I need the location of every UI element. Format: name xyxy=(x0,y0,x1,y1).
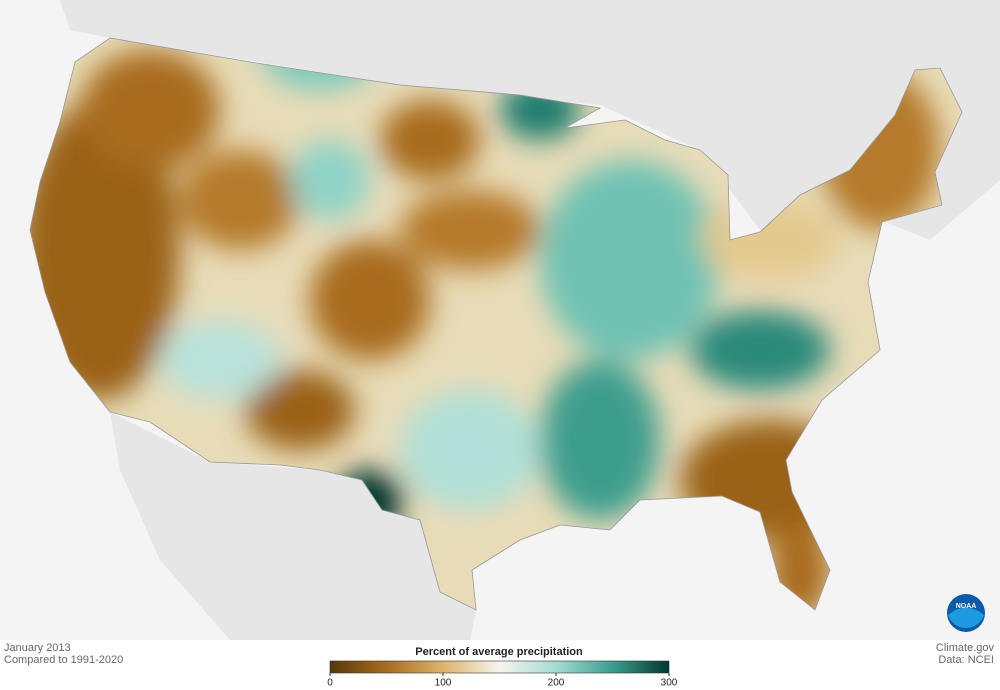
baseline: Compared to 1991-2020 xyxy=(4,654,123,666)
mexico xyxy=(110,412,476,640)
colorbar xyxy=(329,660,670,674)
tick-label: 200 xyxy=(548,678,565,689)
legend-title: Percent of average precipitation xyxy=(415,646,583,658)
tick-label: 300 xyxy=(661,678,678,689)
logo-wave xyxy=(948,607,984,628)
tick-label: 100 xyxy=(435,678,452,689)
canada xyxy=(60,0,1000,240)
site-credit: Climate.gov xyxy=(936,642,995,654)
colorbar-ticks: 0 100 200 300 xyxy=(327,673,678,689)
tick-label: 0 xyxy=(327,678,333,689)
logo-text: NOAA xyxy=(956,603,977,610)
date: January 2013 xyxy=(4,642,71,654)
source-credit: Data: NCEI xyxy=(938,654,994,666)
